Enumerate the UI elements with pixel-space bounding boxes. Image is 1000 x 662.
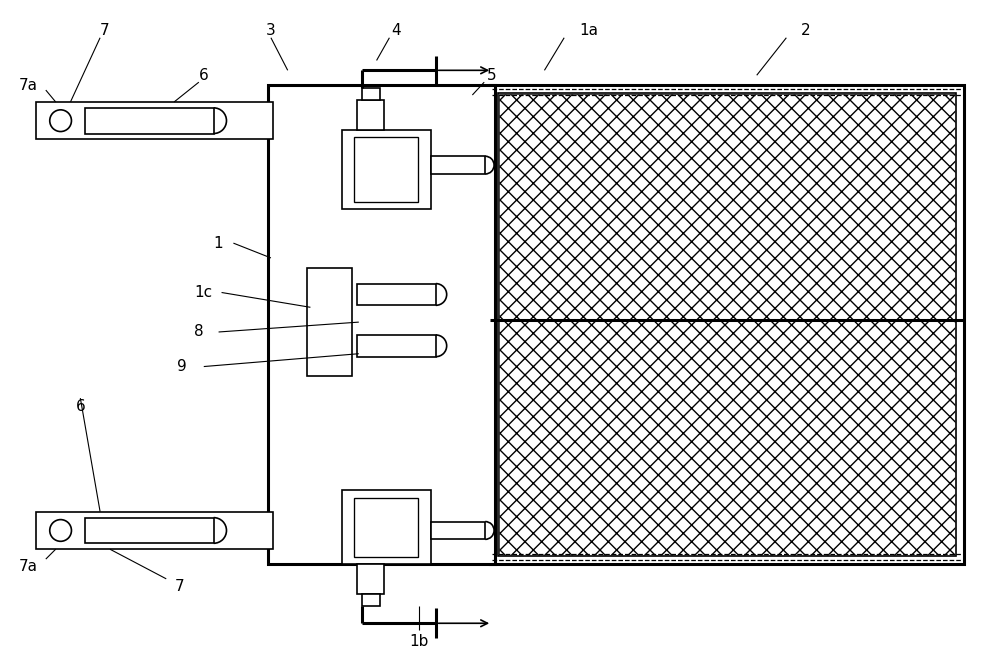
Bar [268, 85, 495, 564]
Text: 8: 8 [194, 324, 204, 340]
Bar [362, 594, 380, 606]
Bar [307, 268, 352, 377]
Text: 2: 2 [801, 23, 811, 38]
Text: 4: 4 [392, 23, 401, 38]
Bar [85, 108, 214, 134]
Text: 7a: 7a [19, 77, 38, 93]
Text: 1c: 1c [195, 285, 213, 300]
Text: 7: 7 [100, 23, 110, 38]
Bar [431, 156, 485, 174]
Bar [490, 85, 964, 564]
Text: 7a: 7a [19, 559, 38, 573]
Text: 6: 6 [199, 68, 209, 83]
Text: 5: 5 [487, 68, 497, 83]
Text: 3: 3 [266, 23, 276, 38]
Bar [342, 490, 431, 564]
Bar [498, 93, 956, 556]
Text: 7: 7 [174, 579, 184, 594]
Text: 1a: 1a [579, 23, 598, 38]
Bar [354, 138, 418, 202]
Bar [354, 498, 418, 557]
Bar [36, 512, 273, 549]
Bar [357, 100, 384, 130]
Text: 1b: 1b [409, 634, 429, 649]
Bar [36, 102, 273, 140]
Bar [499, 94, 955, 555]
Text: 1: 1 [214, 236, 223, 251]
Bar [357, 283, 436, 305]
Bar [357, 564, 384, 594]
Bar [85, 518, 214, 544]
Bar [357, 335, 436, 357]
Bar [342, 130, 431, 209]
Text: 9: 9 [177, 359, 187, 374]
Bar [431, 522, 485, 540]
Text: 6: 6 [75, 399, 85, 414]
Bar [362, 88, 380, 100]
